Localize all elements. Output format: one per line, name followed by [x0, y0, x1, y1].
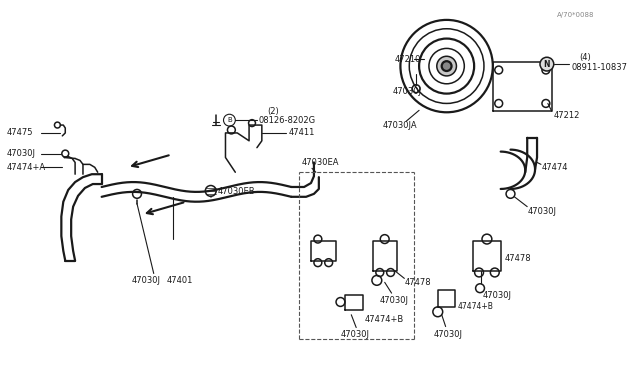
Circle shape: [442, 61, 452, 71]
Text: 47030J: 47030J: [392, 87, 422, 96]
Text: 47030J: 47030J: [483, 291, 512, 299]
Text: 47030J: 47030J: [380, 295, 409, 305]
Text: 47474+B: 47474+B: [365, 315, 404, 324]
Text: (2): (2): [267, 107, 278, 116]
Text: A/70*0088: A/70*0088: [557, 12, 594, 18]
Text: 08911-10837: 08911-10837: [572, 62, 627, 71]
Text: 47030J: 47030J: [6, 149, 35, 158]
Text: 08126-8202G: 08126-8202G: [259, 116, 316, 125]
Text: 47212: 47212: [554, 111, 580, 120]
Circle shape: [436, 56, 456, 76]
Text: 47474: 47474: [542, 163, 568, 172]
Text: 47030J: 47030J: [434, 330, 463, 339]
Text: B: B: [227, 117, 232, 123]
Text: 47475: 47475: [6, 128, 33, 137]
Text: (4): (4): [579, 53, 591, 62]
Text: 47478: 47478: [504, 254, 531, 263]
Text: 47401: 47401: [166, 276, 193, 285]
Circle shape: [540, 57, 554, 71]
Text: 47411: 47411: [289, 128, 315, 137]
Text: 47030EB: 47030EB: [218, 187, 255, 196]
Text: 47478: 47478: [404, 278, 431, 287]
Text: N: N: [543, 60, 550, 68]
Text: 47030EA: 47030EA: [301, 158, 339, 167]
Text: 47474+A: 47474+A: [6, 163, 45, 172]
Text: 47030JA: 47030JA: [383, 121, 417, 129]
Text: 47210: 47210: [394, 55, 421, 64]
Text: 47474+B: 47474+B: [458, 302, 493, 311]
Text: 47030J: 47030J: [340, 330, 369, 339]
Text: 47030J: 47030J: [132, 276, 161, 285]
Text: 47030J: 47030J: [527, 207, 556, 216]
